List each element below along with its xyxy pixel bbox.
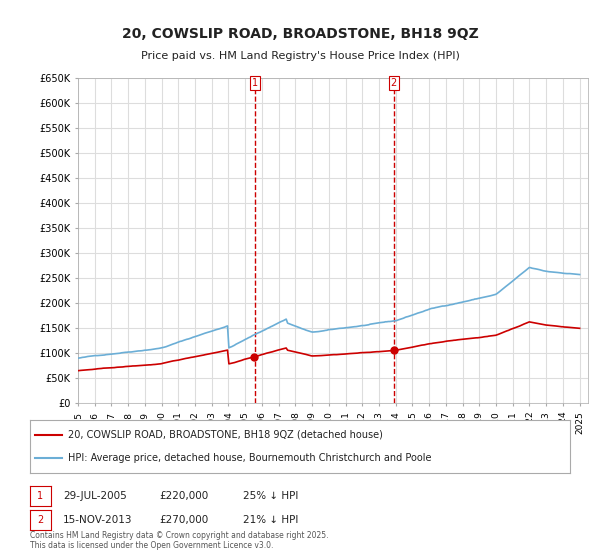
Text: 2: 2: [37, 515, 44, 525]
Text: 25% ↓ HPI: 25% ↓ HPI: [243, 491, 298, 501]
Text: 20, COWSLIP ROAD, BROADSTONE, BH18 9QZ: 20, COWSLIP ROAD, BROADSTONE, BH18 9QZ: [122, 27, 478, 41]
Text: HPI: Average price, detached house, Bournemouth Christchurch and Poole: HPI: Average price, detached house, Bour…: [68, 453, 431, 463]
Text: £270,000: £270,000: [159, 515, 208, 525]
Text: 2: 2: [391, 78, 397, 88]
Text: 1: 1: [37, 491, 44, 501]
Text: 29-JUL-2005: 29-JUL-2005: [63, 491, 127, 501]
Text: 20, COWSLIP ROAD, BROADSTONE, BH18 9QZ (detached house): 20, COWSLIP ROAD, BROADSTONE, BH18 9QZ (…: [68, 430, 383, 440]
Text: 15-NOV-2013: 15-NOV-2013: [63, 515, 133, 525]
Text: £220,000: £220,000: [159, 491, 208, 501]
Text: 21% ↓ HPI: 21% ↓ HPI: [243, 515, 298, 525]
Text: Price paid vs. HM Land Registry's House Price Index (HPI): Price paid vs. HM Land Registry's House …: [140, 51, 460, 61]
Text: Contains HM Land Registry data © Crown copyright and database right 2025.
This d: Contains HM Land Registry data © Crown c…: [30, 530, 329, 550]
Text: 1: 1: [251, 78, 258, 88]
